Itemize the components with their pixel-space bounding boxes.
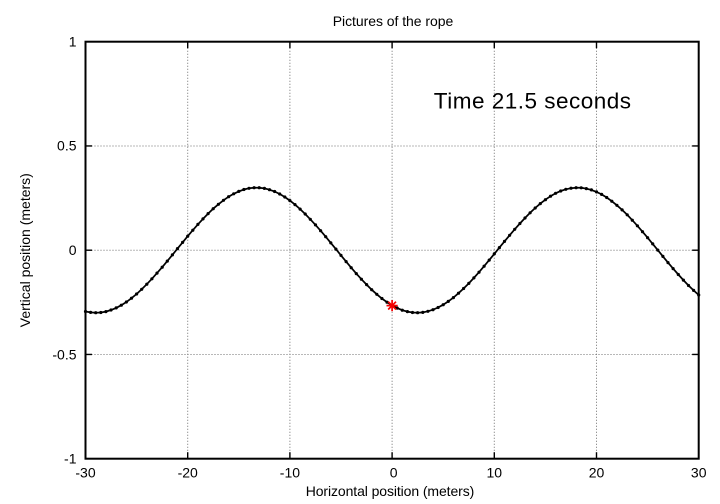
svg-text:-30: -30 xyxy=(75,465,95,481)
svg-text:20: 20 xyxy=(589,465,605,481)
svg-text:0: 0 xyxy=(69,242,77,258)
svg-text:Pictures of the rope: Pictures of the rope xyxy=(333,13,454,29)
svg-text:0.5: 0.5 xyxy=(57,138,77,154)
svg-text:-0.5: -0.5 xyxy=(52,346,76,362)
svg-text:-20: -20 xyxy=(178,465,198,481)
svg-text:1: 1 xyxy=(69,34,77,50)
svg-text:Horizontal position (meters): Horizontal position (meters) xyxy=(306,483,475,499)
svg-text:-1: -1 xyxy=(64,451,77,467)
svg-text:Time 21.5 seconds: Time 21.5 seconds xyxy=(434,89,632,114)
svg-text:0: 0 xyxy=(390,465,398,481)
svg-text:10: 10 xyxy=(487,465,503,481)
svg-text:Vertical position (meters): Vertical position (meters) xyxy=(17,173,33,327)
svg-text:-10: -10 xyxy=(280,465,300,481)
svg-text:30: 30 xyxy=(691,465,707,481)
